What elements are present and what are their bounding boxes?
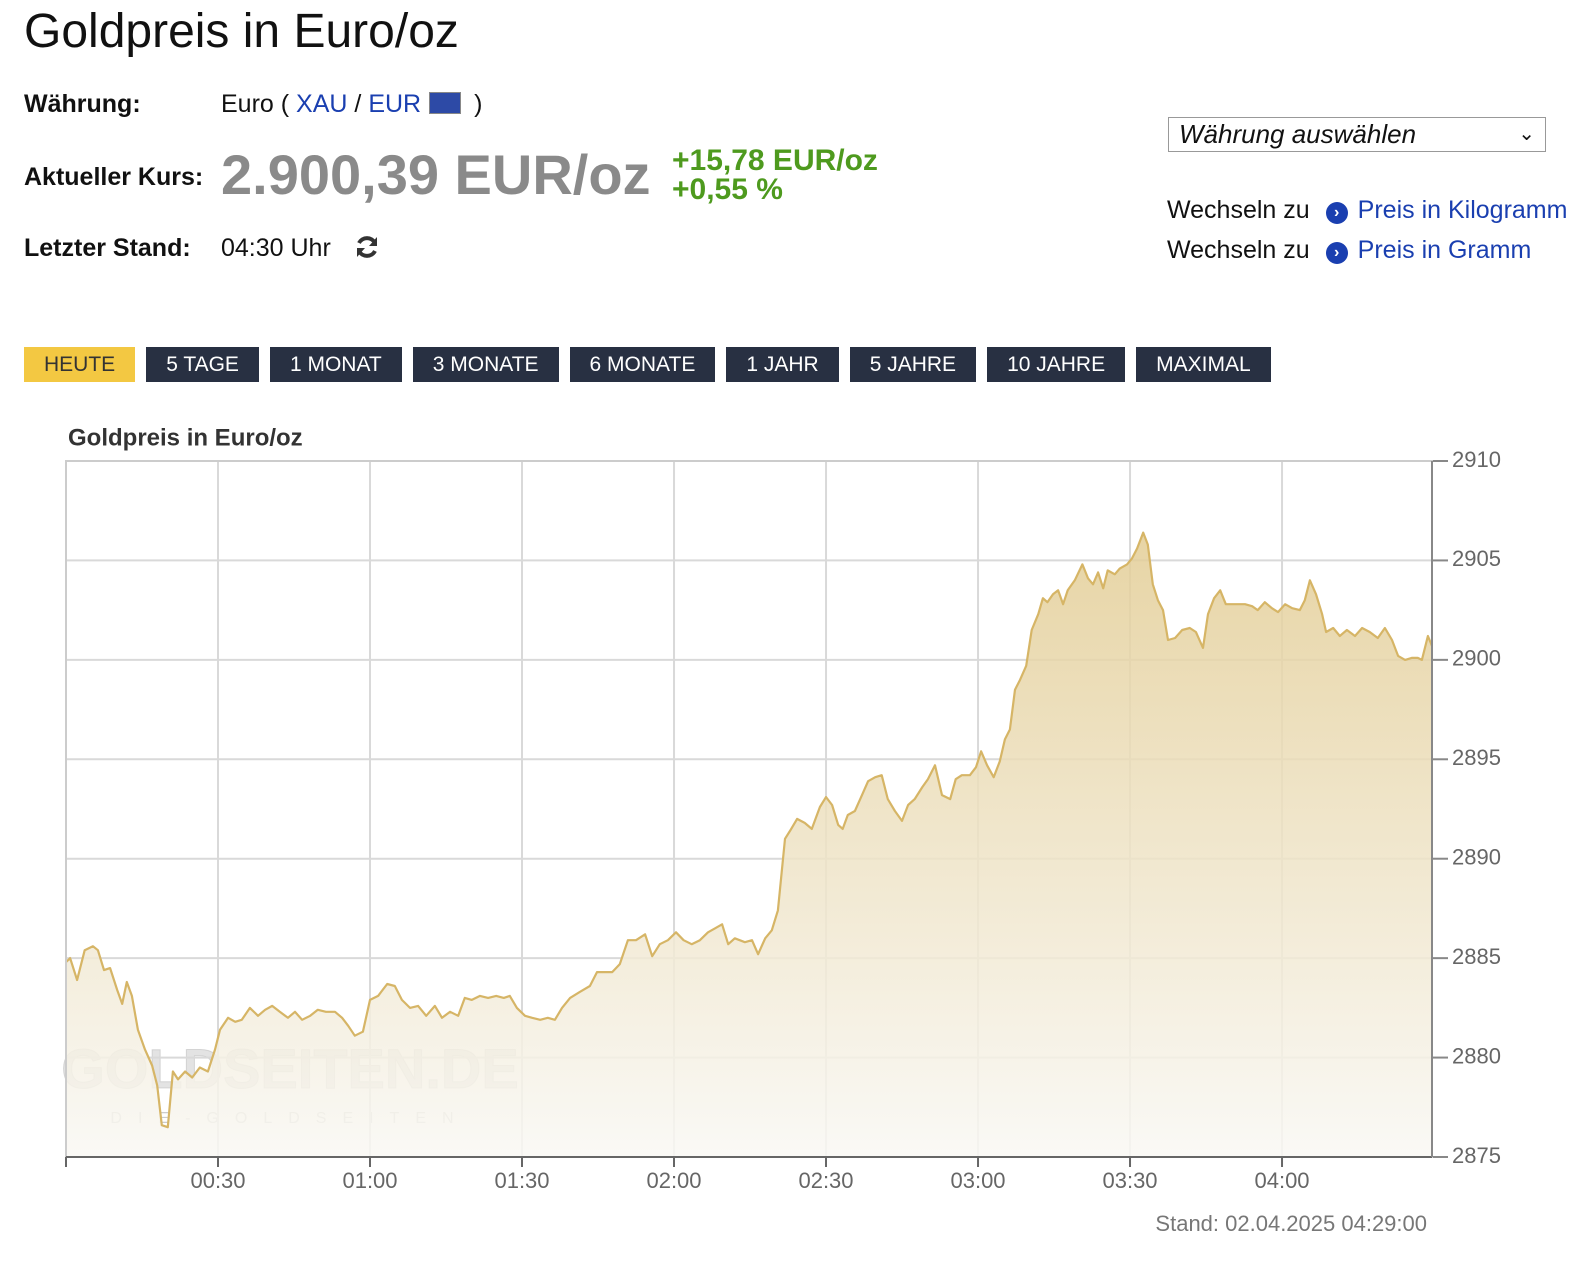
price-label: Aktueller Kurs: xyxy=(24,163,204,191)
select-text: Währung auswählen xyxy=(1179,119,1417,149)
range-tab[interactable]: 6 MONATE xyxy=(569,347,716,382)
y-tick-label: 2875 xyxy=(1452,1143,1501,1168)
time: 04:30 Uhr xyxy=(221,234,380,263)
range-tab[interactable]: MAXIMAL xyxy=(1136,347,1271,382)
x-tick-label: 03:30 xyxy=(1102,1168,1157,1193)
range-tab[interactable]: 10 JAHRE xyxy=(987,347,1126,382)
y-tick-label: 2890 xyxy=(1452,845,1501,870)
switch-row: Wechseln zu › Preis in Kilogramm xyxy=(1167,196,1568,224)
quote-link[interactable]: EUR xyxy=(368,90,422,118)
y-tick-label: 2910 xyxy=(1452,447,1501,472)
change-abs: +15,78 EUR/oz xyxy=(672,144,878,177)
y-tick-label: 2885 xyxy=(1452,944,1501,969)
change-pct: +0,55 % xyxy=(672,173,783,206)
eu-flag xyxy=(429,92,462,114)
x-tick-label: 03:00 xyxy=(950,1168,1005,1193)
y-tick-label: 2895 xyxy=(1452,745,1501,770)
x-tick-label: 02:00 xyxy=(646,1168,701,1193)
y-tick-label: 2880 xyxy=(1452,1043,1501,1068)
switch-link[interactable]: Preis in Kilogramm xyxy=(1357,196,1568,224)
y-tick-label: 2900 xyxy=(1452,646,1501,671)
range-tab[interactable]: 1 JAHR xyxy=(726,347,839,382)
range-tab[interactable]: HEUTE xyxy=(24,347,136,382)
price-line xyxy=(65,531,1434,1129)
separator: / xyxy=(354,90,362,118)
chart: Goldpreis in Euro/oz GOLDSEITEN.DEDIE-GO… xyxy=(61,424,1501,1236)
refresh-icon[interactable] xyxy=(354,234,380,260)
currency-pair: Euro ( XAU / EUR ) xyxy=(221,90,482,119)
currency-label: Währung: xyxy=(24,90,141,118)
x-tick-label: 04:00 xyxy=(1254,1168,1309,1193)
range-tab[interactable]: 3 MONATE xyxy=(412,347,559,382)
range-tab[interactable]: 5 TAGE xyxy=(146,347,259,382)
chart-footer: Stand: 02.04.2025 04:29:00 xyxy=(1155,1211,1427,1236)
price: 2.900,39 EUR/oz xyxy=(221,143,651,206)
x-tick-label: 02:30 xyxy=(798,1168,853,1193)
switch-link[interactable]: Preis in Gramm xyxy=(1357,236,1532,264)
x-tick-label: 01:30 xyxy=(494,1168,549,1193)
base-link[interactable]: XAU xyxy=(296,90,348,118)
x-tick-label: 00:30 xyxy=(190,1168,245,1193)
area-fill xyxy=(66,532,1432,1157)
x-tick-label: 01:00 xyxy=(342,1168,397,1193)
chart-title: Goldpreis in Euro/oz xyxy=(68,424,303,451)
currency-suffix: ) xyxy=(474,90,483,118)
page-title: Goldpreis in Euro/oz xyxy=(24,5,459,58)
range-tab[interactable]: 5 JAHRE xyxy=(849,347,977,382)
time-label: Letzter Stand: xyxy=(24,234,191,262)
range-tabs: HEUTE 5 TAGE 1 MONAT 3 MONATE 6 MONATE 1 JAHR… xyxy=(24,347,1271,382)
switch-prefix: Wechseln zu xyxy=(1167,236,1310,264)
switch-prefix: Wechseln zu xyxy=(1167,196,1310,224)
time-text: 04:30 Uhr xyxy=(221,234,331,262)
switch-row: Wechseln zu › Preis in Gramm xyxy=(1167,236,1532,264)
currency-prefix: Euro ( xyxy=(221,90,290,118)
currency-select[interactable]: Währung auswählen ⌄ xyxy=(1168,117,1546,152)
y-tick-label: 2905 xyxy=(1452,546,1501,571)
range-tab[interactable]: 1 MONAT xyxy=(269,347,402,382)
